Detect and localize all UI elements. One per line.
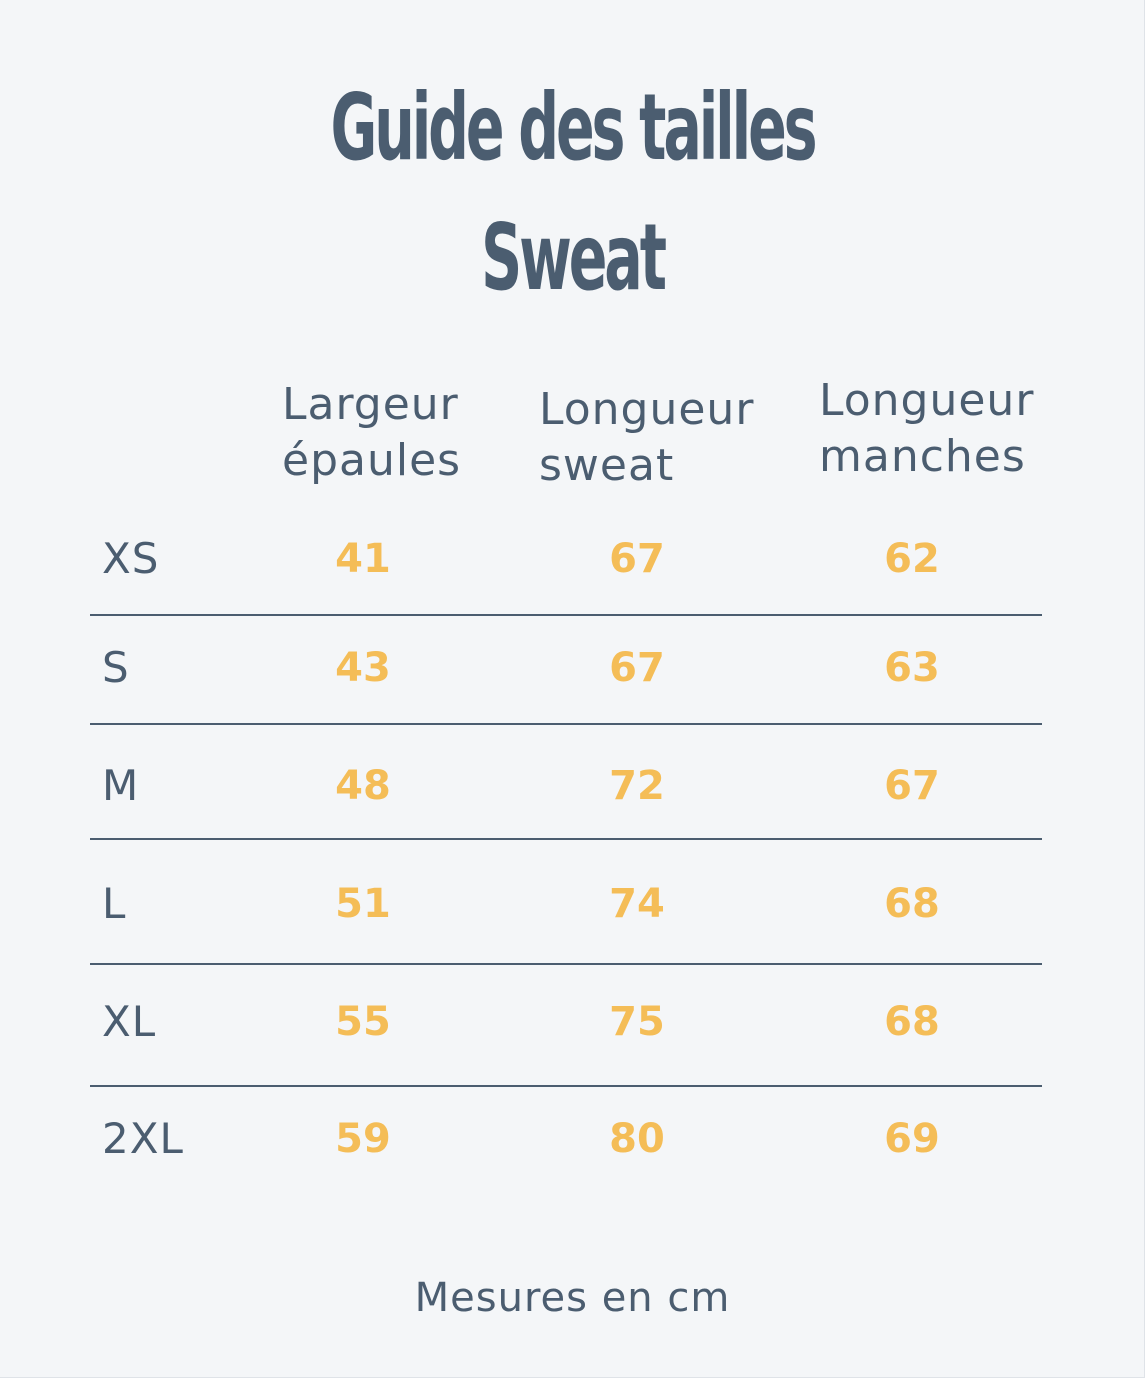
- value-shoulder-width: 41: [335, 536, 391, 582]
- value-sleeve-length: 62: [884, 536, 940, 582]
- page-title: Guide des tailles: [330, 74, 817, 181]
- row-divider: [90, 614, 1042, 616]
- size-label-xs: XS: [102, 534, 160, 583]
- value-sleeve-length: 68: [884, 999, 940, 1045]
- column-header-line: Largeur: [282, 379, 459, 430]
- row-divider: [90, 838, 1042, 840]
- value-shoulder-width: 59: [335, 1116, 391, 1162]
- column-header-sweat-length: Longueur sweat: [539, 382, 754, 494]
- units-note: Mesures en cm: [414, 1275, 731, 1321]
- size-label-s: S: [102, 643, 130, 692]
- value-shoulder-width: 51: [335, 881, 391, 927]
- value-sweat-length: 80: [609, 1116, 665, 1162]
- value-sleeve-length: 69: [884, 1116, 940, 1162]
- value-sleeve-length: 67: [884, 763, 940, 809]
- column-header-line: manches: [819, 431, 1026, 482]
- size-label-xl: XL: [102, 997, 157, 1046]
- page-subtitle: Sweat: [481, 204, 667, 311]
- column-header-line: Longueur: [819, 375, 1035, 426]
- value-shoulder-width: 43: [335, 645, 391, 691]
- column-header-line: Longueur: [539, 384, 755, 435]
- row-divider: [90, 963, 1042, 965]
- row-divider: [90, 723, 1042, 725]
- size-label-2xl: 2XL: [102, 1114, 184, 1163]
- value-sweat-length: 67: [609, 536, 665, 582]
- value-sweat-length: 75: [609, 999, 665, 1045]
- row-divider: [90, 1085, 1042, 1087]
- value-shoulder-width: 55: [335, 999, 391, 1045]
- column-header-shoulder-width: Largeur épaules: [282, 377, 461, 489]
- value-sleeve-length: 68: [884, 881, 940, 927]
- value-sleeve-length: 63: [884, 645, 940, 691]
- value-shoulder-width: 48: [335, 763, 391, 809]
- value-sweat-length: 67: [609, 645, 665, 691]
- column-header-line: épaules: [282, 435, 462, 486]
- value-sweat-length: 72: [609, 763, 665, 809]
- column-header-line: sweat: [539, 440, 675, 491]
- size-label-l: L: [102, 879, 127, 928]
- column-header-sleeve-length: Longueur manches: [819, 373, 1034, 485]
- size-label-m: M: [102, 761, 140, 810]
- value-sweat-length: 74: [609, 881, 665, 927]
